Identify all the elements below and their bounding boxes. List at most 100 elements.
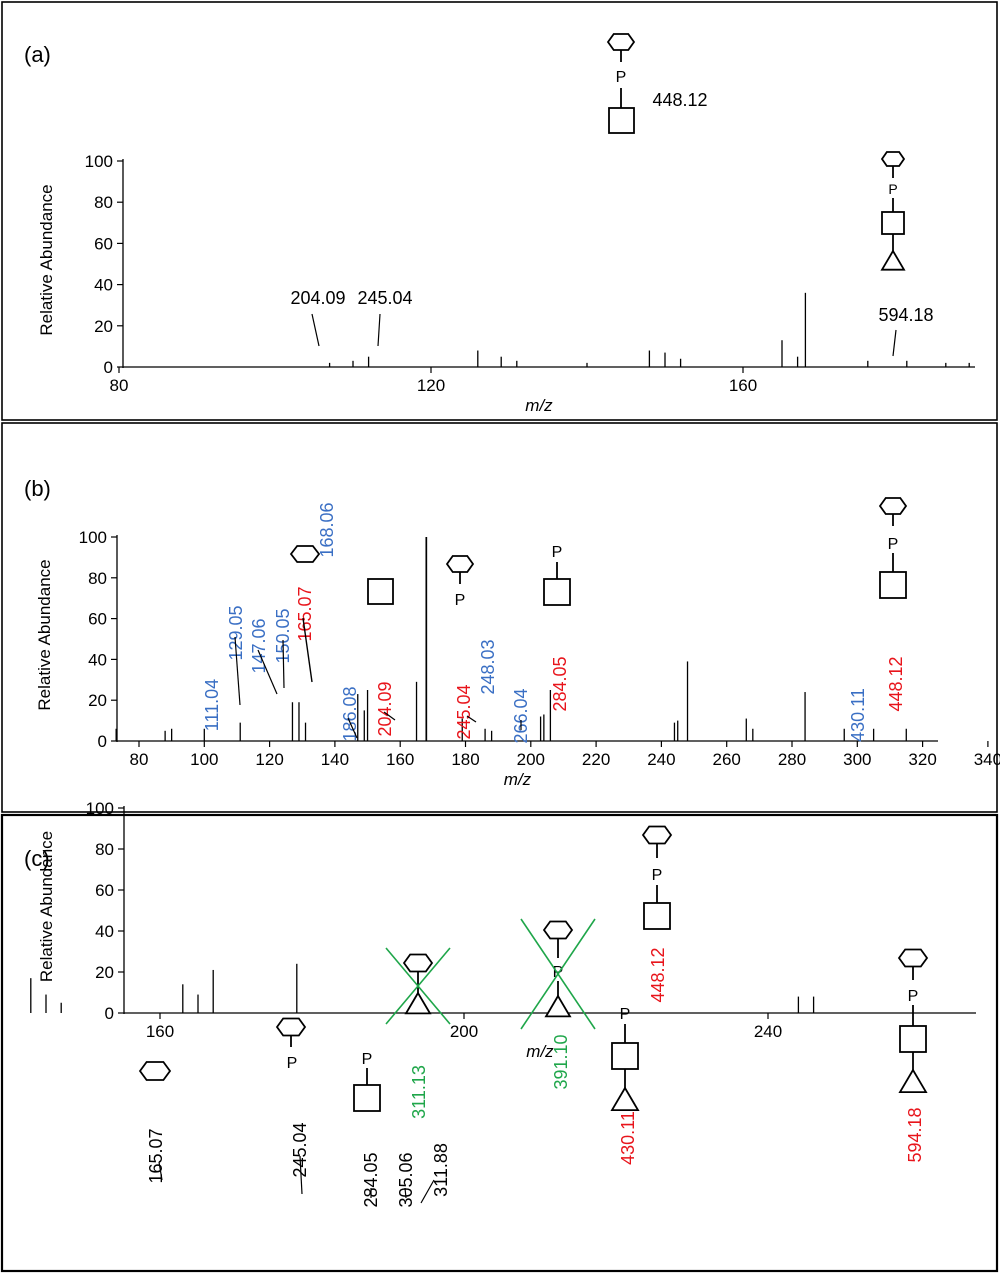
x-tick-label: 340 [974,750,1000,769]
triangle-residue-icon [404,991,432,1015]
y-tick-label: 100 [85,152,113,171]
y-tick-label: 0 [104,358,113,377]
peak-label: 266.04 [511,688,531,743]
panel-label: (b) [24,476,51,501]
x-axis-label: m/z [504,770,532,789]
x-tick-label: 280 [778,750,806,769]
phosphate-label: P [616,69,627,86]
peak-label: 165.07 [146,1128,166,1183]
peak-label: 430.11 [848,688,868,742]
y-tick-label: 0 [105,1004,114,1023]
label-leader [299,1155,303,1195]
phosphate-label: P [652,867,663,884]
square-residue-icon [643,902,671,930]
x-tick-label: 300 [843,750,871,769]
hexose-icon [878,497,908,515]
x-tick-label: 220 [582,750,610,769]
phosphate-label: P [888,536,899,553]
y-tick-label: 20 [95,963,114,982]
hexose-icon [641,825,673,845]
y-axis-label: Relative Abundance [35,559,54,710]
panel-a: (a)0204060801008012016020024028032036040… [24,42,975,415]
peak-label: 147.06 [249,618,269,673]
peak-label: 111.04 [202,679,222,731]
x-tick-label: 240 [647,750,675,769]
peak-label: 245.04 [454,684,474,739]
peak-label: 165.07 [295,586,315,641]
peak-label: 245.04 [357,288,412,308]
label-leader [404,1187,407,1199]
hexose-icon [402,953,434,973]
y-tick-label: 100 [79,528,107,547]
panel-b-frame [1,422,998,813]
hexose-icon [275,1017,307,1037]
x-axis-label: m/z [526,1042,554,1061]
peak-label: 168.06 [317,502,337,557]
peak-label: 594.18 [905,1107,925,1162]
label-leader [420,1179,435,1204]
x-tick-label: 320 [908,750,936,769]
square-residue-icon [611,1042,639,1070]
hexose-icon [138,1061,172,1081]
panel-c: (c)0204060801001602002402803203604004404… [24,799,976,1208]
peak-label: 150.05 [273,608,293,663]
y-tick-label: 100 [86,799,114,818]
square-residue-icon [608,107,635,134]
phosphate-label: P [455,592,466,609]
x-tick-label: 200 [450,1022,478,1041]
phosphate-label: P [888,181,897,197]
y-tick-label: 60 [94,234,113,253]
peak-label: 594.18 [878,305,933,325]
x-tick-label: 100 [190,750,218,769]
peak-label: 311.13 [409,1065,429,1119]
phosphate-label: P [620,1006,631,1023]
x-tick-label: 140 [321,750,349,769]
y-tick-label: 0 [98,732,107,751]
y-tick-label: 20 [88,691,107,710]
x-tick-label: 120 [417,376,445,395]
y-tick-label: 80 [88,569,107,588]
peak-label: 391.10 [551,1034,571,1089]
y-tick-label: 60 [88,610,107,629]
y-tick-label: 40 [95,922,114,941]
x-tick-label: 160 [386,750,414,769]
hexose-icon [880,151,906,167]
green-cross [520,918,596,1030]
triangle-residue-icon [610,1086,640,1111]
phosphate-label: P [908,988,919,1005]
y-tick-label: 40 [88,650,107,669]
label-leader [302,617,313,683]
peak-label: 284.05 [550,656,570,711]
triangle-residue-icon [898,1068,928,1093]
x-tick-label: 80 [110,376,129,395]
x-tick-label: 240 [754,1022,782,1041]
hexose-icon [445,555,475,573]
label-leader [347,717,358,739]
triangle-residue-icon [544,994,572,1018]
x-tick-label: 80 [130,750,149,769]
peak-label: 186.08 [340,686,360,741]
panel-c-frame [0,813,999,1273]
peak-label: 305.06 [396,1152,416,1207]
peak-label: 284.05 [361,1152,381,1207]
x-tick-label: 260 [713,750,741,769]
x-tick-label: 180 [451,750,479,769]
phosphate-label: P [552,544,563,561]
peak-label: 245.04 [290,1122,310,1177]
label-leader [282,639,285,689]
hexose-icon [897,948,929,968]
label-leader [892,329,897,357]
peak-label: 430.11 [618,1111,638,1165]
panel-a-frame [1,1,998,421]
square-residue-icon [543,578,571,606]
y-tick-label: 80 [94,193,113,212]
phosphate-label: P [553,964,564,981]
square-residue-icon [881,211,905,235]
peak-label: 448.12 [652,90,707,110]
peak-label: 204.09 [375,681,395,736]
square-residue-icon [879,571,907,599]
phosphate-label: P [287,1055,298,1072]
x-tick-label: 160 [729,376,757,395]
x-axis-label: m/z [525,396,553,415]
